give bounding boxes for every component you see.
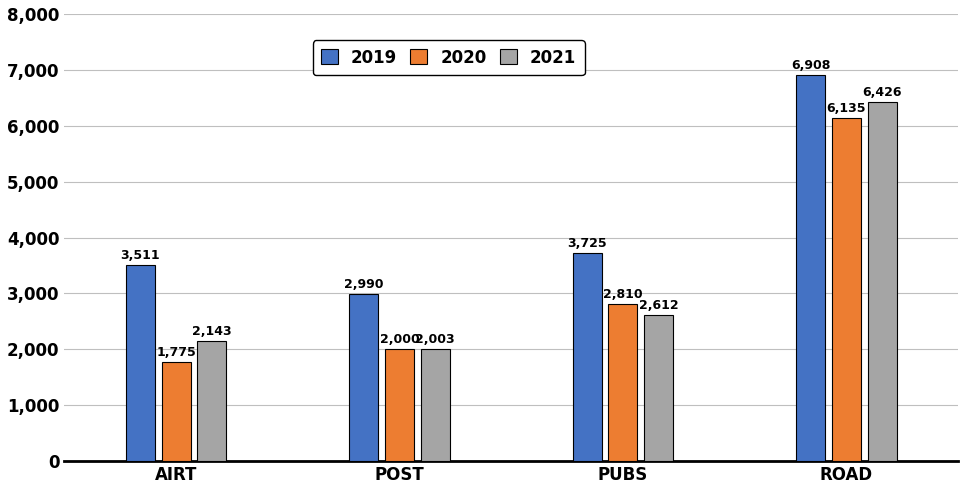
Text: 2,003: 2,003 xyxy=(415,333,455,346)
Text: 6,426: 6,426 xyxy=(863,86,902,99)
Text: 2,810: 2,810 xyxy=(603,288,643,301)
Bar xyxy=(385,350,414,461)
Bar xyxy=(421,349,450,461)
Text: 6,908: 6,908 xyxy=(791,59,830,72)
Text: 2,143: 2,143 xyxy=(192,326,232,338)
Text: 2,612: 2,612 xyxy=(639,299,678,312)
Text: 6,135: 6,135 xyxy=(827,102,866,115)
Bar xyxy=(832,118,861,461)
Bar xyxy=(161,362,190,461)
Text: 2,990: 2,990 xyxy=(344,278,383,291)
Bar xyxy=(796,75,825,461)
Bar xyxy=(868,102,896,461)
Text: 1,775: 1,775 xyxy=(156,346,196,359)
Bar xyxy=(572,253,601,461)
Text: 2,000: 2,000 xyxy=(379,333,420,346)
Text: 3,511: 3,511 xyxy=(121,249,160,262)
Bar xyxy=(197,341,227,461)
Bar xyxy=(125,265,154,461)
Text: 3,725: 3,725 xyxy=(567,237,607,250)
Bar xyxy=(349,294,378,461)
Bar xyxy=(644,315,674,461)
Bar xyxy=(608,304,638,461)
Legend: 2019, 2020, 2021: 2019, 2020, 2021 xyxy=(313,40,585,75)
